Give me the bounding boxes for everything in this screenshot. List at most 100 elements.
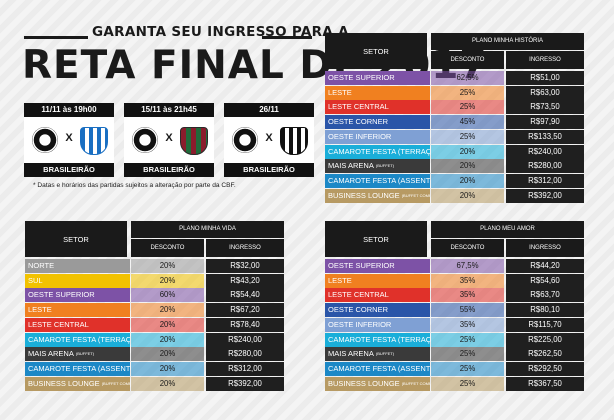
sector-label: OESTE SUPERIOR	[328, 261, 395, 270]
sector-label: NORTE	[28, 261, 55, 270]
plan-name: PLANO MINHA HISTÓRIA	[431, 33, 584, 50]
discount-bg	[131, 376, 204, 391]
col-header-ingresso: INGRESSO	[206, 239, 284, 257]
table-row: BUSINESS LOUNGE(BUFFET COMPLETO) 20% R$392…	[25, 376, 284, 391]
price-cell: R$367,50	[506, 376, 584, 391]
table-row: CAMAROTE FESTA (TERRAÇO) 20% R$240,00	[25, 332, 284, 347]
table-row: LESTE 35% R$54,60	[325, 273, 584, 288]
discount-cell: 25%	[459, 102, 476, 112]
sector-label: LESTE	[28, 305, 52, 315]
table-row: CAMAROTE FESTA (ASSENTO) 25% R$292,50	[325, 361, 584, 376]
discount-cell: 20%	[159, 261, 176, 270]
sector-cell: MAIS ARENA (BUFFET)	[25, 347, 130, 362]
sector-cell: LESTE	[25, 303, 130, 318]
sector-label: CAMAROTE FESTA (TERRAÇO)	[328, 146, 430, 156]
discount-bg	[431, 361, 504, 376]
discount-cell: 25%	[459, 334, 476, 344]
price-cell: R$280,00	[206, 347, 284, 362]
sector-label: LESTE CENTRAL	[328, 102, 389, 112]
table-header: SETOR PLANO MEU AMOR DESCONTO INGRESSO	[325, 221, 584, 257]
sector-cell: OESTE CORNER	[325, 115, 430, 130]
discount-bg	[431, 317, 504, 332]
discount-bg	[131, 332, 204, 347]
price-cell: R$97,90	[506, 115, 584, 130]
price-cell: R$54,40	[206, 288, 284, 303]
col-header-setor: SETOR	[325, 221, 427, 257]
col-header-ingresso: INGRESSO	[506, 239, 584, 257]
price-cell: R$63,00	[506, 85, 584, 100]
match-date: 15/11 às 21h45	[124, 103, 214, 117]
discount-bg	[131, 288, 204, 303]
discount-bg	[431, 259, 504, 273]
discount-cell: 67,5%	[456, 261, 479, 270]
sector-cell: LESTE	[325, 273, 430, 288]
table-row: CAMAROTE FESTA (TERRAÇO) 20% R$240,00	[325, 144, 584, 159]
atletico-mg-logo-icon	[280, 127, 308, 155]
table-row: NORTE 20% R$32,00	[25, 259, 284, 273]
discount-bg	[131, 347, 204, 362]
discount-cell: 20%	[159, 363, 176, 373]
discount-bg	[431, 159, 504, 174]
col-header-desconto: DESCONTO	[431, 239, 504, 257]
discount-bg	[131, 273, 204, 288]
sector-cell: CAMAROTE FESTA (ASSENTO)	[325, 173, 430, 188]
discount-cell: 20%	[459, 146, 476, 156]
sector-cell: MAIS ARENA (BUFFET)	[325, 347, 430, 362]
sector-label: CAMAROTE FESTA (ASSENTO)	[28, 363, 130, 373]
discount-bg	[431, 115, 504, 130]
corinthians-logo-icon	[232, 127, 258, 153]
sector-note: (BUFFET COMPLETO)	[401, 380, 430, 386]
sector-cell: BUSINESS LOUNGE(BUFFET COMPLETO)	[25, 376, 130, 391]
versus-mark: X	[65, 132, 73, 144]
discount-bg	[431, 188, 504, 203]
table-row: BUSINESS LOUNGE(BUFFET COMPLETO) 20% R$392…	[325, 188, 584, 203]
plan-name: PLANO MEU AMOR	[431, 221, 584, 238]
sector-note: (BUFFET COMPLETO)	[401, 192, 430, 198]
discount-cell: 35%	[459, 275, 476, 285]
table-row: MAIS ARENA (BUFFET) 20% R$280,00	[325, 159, 584, 174]
sector-cell: CAMAROTE FESTA (TERRAÇO)	[325, 144, 430, 159]
price-cell: R$240,00	[506, 144, 584, 159]
table-row: OESTE INFERIOR 35% R$115,70	[325, 317, 584, 332]
discount-bg	[431, 273, 504, 288]
discount-cell: 25%	[459, 363, 476, 373]
price-cell: R$133,50	[506, 129, 584, 144]
match-card-3: 26/11 X BRASILEIRÃO	[224, 103, 314, 177]
discount-cell: 20%	[159, 319, 176, 329]
discount-bg	[431, 173, 504, 188]
sector-label: MAIS ARENA	[28, 349, 74, 359]
match-card-1: 11/11 às 19h00 X BRASILEIRÃO	[24, 103, 114, 177]
price-cell: R$80,10	[506, 303, 584, 318]
discount-cell: 20%	[159, 349, 176, 359]
table-row: CAMAROTE FESTA (TERRAÇO) 25% R$225,00	[325, 332, 584, 347]
table-row: OESTE SUPERIOR 62,5% R$51,00	[325, 71, 584, 85]
match-date: 26/11	[224, 103, 314, 117]
price-cell: R$392,00	[206, 376, 284, 391]
sector-cell: LESTE CENTRAL	[325, 288, 430, 303]
sector-label: CAMAROTE FESTA (TERRAÇO)	[328, 334, 430, 344]
sector-cell: SUL	[25, 273, 130, 288]
table-header: SETOR PLANO MINHA VIDA DESCONTO INGRESSO	[25, 221, 284, 257]
sector-label: SUL	[28, 275, 43, 285]
sector-label: MAIS ARENA	[328, 161, 374, 171]
sector-label: LESTE CENTRAL	[28, 319, 89, 329]
sector-cell: LESTE	[325, 85, 430, 100]
sector-cell: CAMAROTE FESTA (TERRAÇO)	[25, 332, 130, 347]
discount-cell: 25%	[459, 378, 476, 388]
table-row: LESTE 25% R$63,00	[325, 85, 584, 100]
price-cell: R$78,40	[206, 317, 284, 332]
sector-cell: OESTE INFERIOR	[325, 129, 430, 144]
sector-label: OESTE INFERIOR	[328, 131, 392, 141]
discount-bg	[431, 129, 504, 144]
col-header-ingresso: INGRESSO	[506, 51, 584, 69]
price-cell: R$262,50	[506, 347, 584, 362]
header-rule-right	[262, 36, 312, 39]
table-row: MAIS ARENA (BUFFET) 20% R$280,00	[25, 347, 284, 362]
sector-label: BUSINESS LOUNGE	[328, 378, 400, 388]
sector-cell: LESTE CENTRAL	[25, 317, 130, 332]
discount-cell: 45%	[459, 117, 476, 127]
match-card-2: 15/11 às 21h45 X BRASILEIRÃO	[124, 103, 214, 177]
fluminense-logo-icon	[180, 127, 208, 155]
price-cell: R$32,00	[206, 259, 284, 273]
table-row: MAIS ARENA (BUFFET) 25% R$262,50	[325, 347, 584, 362]
